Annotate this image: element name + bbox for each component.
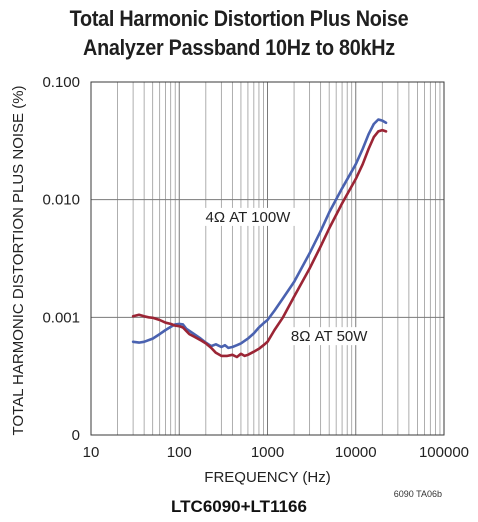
x-tick-labels: 10 100 1000 10000 100000 xyxy=(83,444,469,461)
caption: LTC6090+LT1166 xyxy=(171,497,307,516)
grid-lines xyxy=(91,82,444,435)
chart-title-line-1: Total Harmonic Distortion Plus Noise xyxy=(69,6,409,31)
x-axis-label: FREQUENCY (Hz) xyxy=(204,469,330,486)
series-label-1: 4Ω AT 100W xyxy=(205,209,291,226)
x-tick-label: 10 xyxy=(83,444,100,461)
annotation-background xyxy=(281,327,378,346)
chart-title-line-2: Analyzer Passband 10Hz to 80kHz xyxy=(83,35,395,60)
y-tick-label: 0.100 xyxy=(42,74,80,91)
annotation-background xyxy=(199,207,296,226)
series-line-2 xyxy=(131,128,388,359)
y-tick-label: 0.010 xyxy=(42,192,80,209)
y-axis-label: TOTAL HARMONIC DISTORTION PLUS NOISE (%) xyxy=(10,85,27,435)
y-tick-label: 0.001 xyxy=(42,309,80,326)
x-tick-label: 100000 xyxy=(419,444,469,461)
x-tick-label: 100 xyxy=(167,444,192,461)
series-group xyxy=(131,118,388,359)
figure-id: 6090 TA06b xyxy=(393,489,442,499)
x-tick-label: 10000 xyxy=(335,444,377,461)
x-tick-label: 1000 xyxy=(251,444,284,461)
plot-frame xyxy=(90,81,445,436)
y-tick-labels: 0 0.001 0.010 0.100 xyxy=(42,74,80,444)
annotation-labels: 4Ω AT 100W 8Ω AT 50W xyxy=(199,207,378,346)
series-label-2: 8Ω AT 50W xyxy=(291,328,368,345)
y-tick-label: 0 xyxy=(72,427,80,444)
